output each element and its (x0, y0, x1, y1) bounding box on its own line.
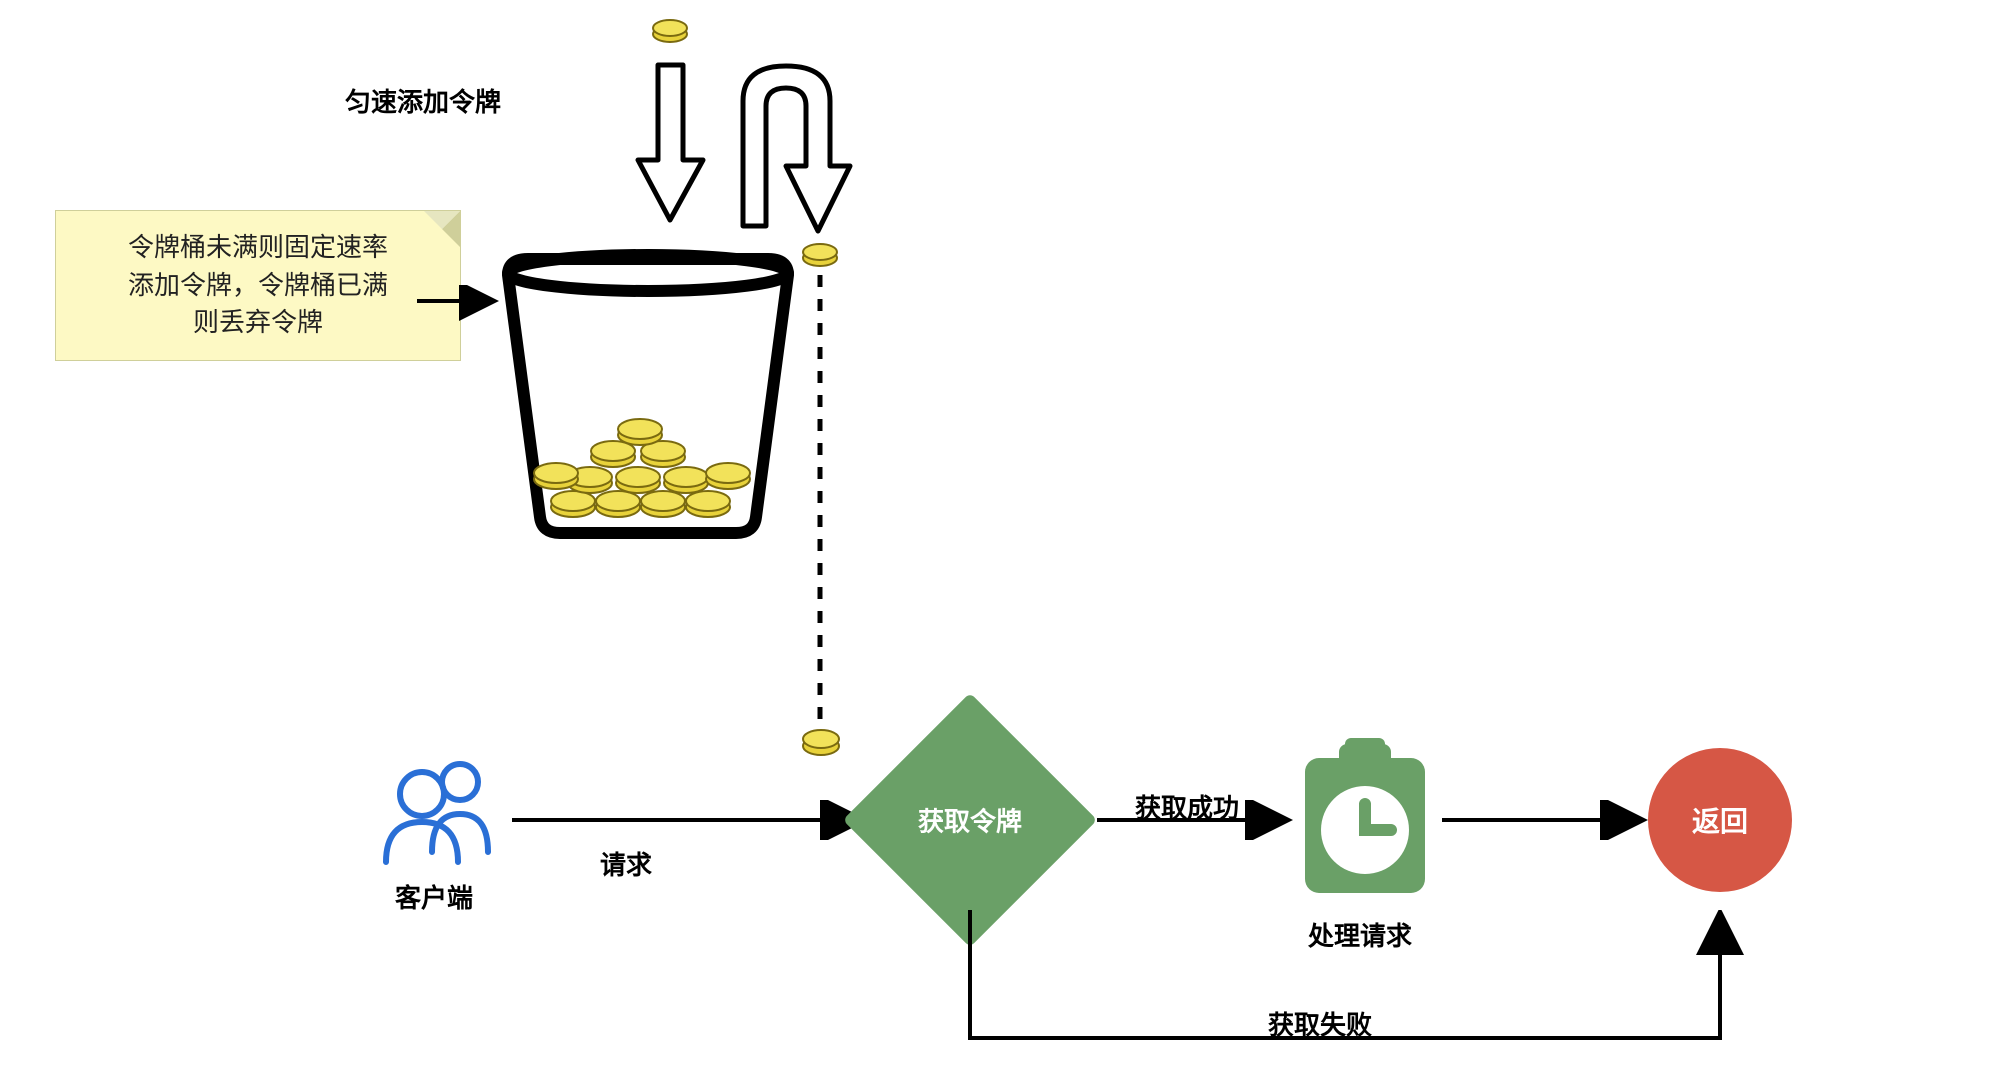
to-return-arrow (1440, 800, 1660, 840)
token-bucket-icon (478, 245, 818, 545)
failure-path-arrow (955, 910, 1745, 1070)
coin-request-icon (800, 725, 842, 757)
request-label: 请求 (600, 845, 652, 882)
coin-top-icon (650, 14, 690, 44)
return-text: 返回 (1692, 800, 1748, 840)
client-icon (372, 752, 507, 867)
dashed-drop-line (810, 275, 830, 725)
note-line-2: 添加令牌，令牌桶已满 (78, 267, 438, 305)
get-token-text: 获取令牌 (918, 802, 1022, 839)
success-label: 获取成功 (1135, 788, 1239, 825)
add-tokens-label: 匀速添加令牌 (345, 82, 501, 119)
failure-label: 获取失败 (1268, 1005, 1372, 1042)
diagram-canvas: { "type": "flowchart", "background_color… (0, 0, 1990, 1074)
note-line-3: 则丢弃令牌 (78, 304, 438, 342)
u-turn-arrow-icon (718, 56, 868, 241)
down-arrow-hollow-icon (628, 60, 708, 230)
get-token-diamond: 获取令牌 (880, 730, 1060, 910)
note-to-bucket-arrow (415, 285, 515, 325)
process-clipboard-icon (1295, 738, 1435, 898)
request-arrow (510, 800, 880, 840)
sticky-note: 令牌桶未满则固定速率 添加令牌，令牌桶已满 则丢弃令牌 (55, 210, 461, 361)
return-circle: 返回 (1648, 748, 1792, 892)
note-line-1: 令牌桶未满则固定速率 (78, 229, 438, 267)
client-label: 客户端 (395, 878, 473, 915)
